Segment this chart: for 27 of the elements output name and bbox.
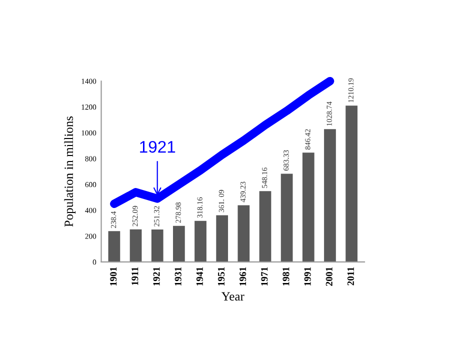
x-tick-label: 1971 bbox=[261, 267, 268, 286]
bar bbox=[280, 174, 293, 262]
x-tick-label: 1981 bbox=[282, 267, 290, 286]
x-tick-label: 1991 bbox=[304, 267, 311, 286]
bar bbox=[346, 106, 358, 262]
annotation: 1921 bbox=[140, 140, 176, 153]
x-tick-label: 1951 bbox=[218, 267, 225, 286]
x-tick-label: 1901 bbox=[110, 267, 117, 286]
x-tick-label: 1911 bbox=[132, 267, 138, 285]
x-tick-label: 1961 bbox=[240, 267, 246, 286]
y-axis-title: Population in millions bbox=[64, 116, 76, 227]
bar bbox=[259, 191, 272, 262]
x-tick-label: 1941 bbox=[196, 267, 203, 286]
bar bbox=[172, 226, 185, 262]
bar bbox=[108, 231, 120, 262]
bar bbox=[302, 152, 314, 262]
x-tick-label: 1931 bbox=[174, 267, 182, 286]
bar bbox=[324, 129, 336, 262]
x-axis-title: Year bbox=[221, 292, 244, 301]
x-tick-label: 2011 bbox=[347, 267, 354, 286]
bar bbox=[238, 205, 250, 262]
x-tick-label: 1921 bbox=[153, 267, 160, 286]
bar bbox=[130, 229, 142, 262]
x-tick-label: 2001 bbox=[326, 267, 332, 286]
bar bbox=[216, 215, 228, 262]
bar bbox=[194, 220, 206, 262]
bar bbox=[151, 229, 164, 262]
